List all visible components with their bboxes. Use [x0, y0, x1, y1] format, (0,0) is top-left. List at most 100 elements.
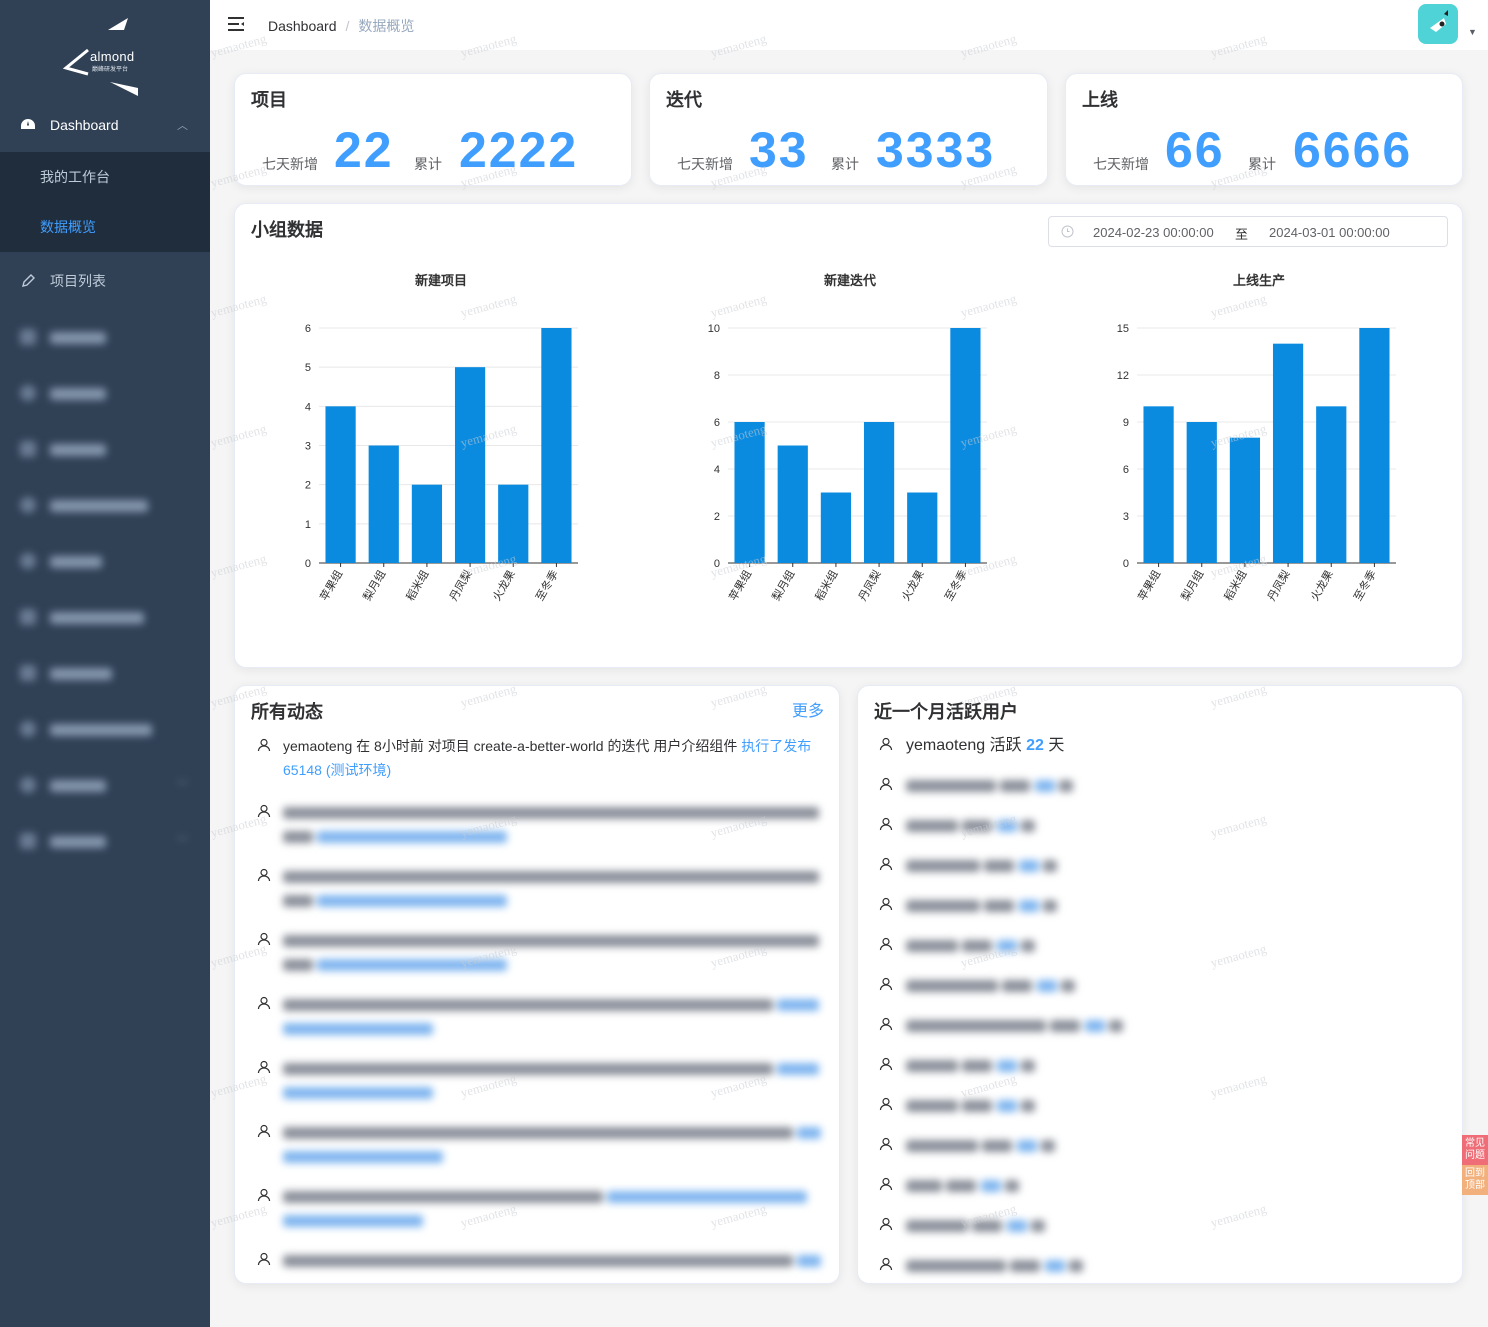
- menu-icon: [20, 497, 36, 513]
- x-tick-label: 苹果组: [726, 568, 755, 604]
- sidebar-item-label: [50, 385, 106, 401]
- bar: [907, 492, 938, 563]
- dashboard-icon: [21, 119, 35, 129]
- sidebar-item-data-overview[interactable]: 数据概览: [0, 202, 210, 252]
- x-tick-label: 稻米组: [812, 568, 841, 604]
- active-user-text: [906, 774, 1074, 798]
- menu-icon: [20, 609, 36, 625]
- active-user-row: [858, 1174, 1462, 1198]
- sidebar-item-hidden[interactable]: [0, 704, 210, 754]
- sidebar-item-hidden[interactable]: ﹀: [0, 760, 210, 810]
- chevron-up-icon: ︿: [177, 120, 188, 132]
- x-tick-label: 梨月组: [1178, 568, 1207, 604]
- user-icon: [257, 804, 271, 818]
- stat-total-label: 累计: [414, 156, 442, 172]
- logo-subtitle: 巅峰研发平台: [92, 67, 129, 73]
- bar: [950, 328, 981, 563]
- sidebar-item-hidden[interactable]: [0, 536, 210, 586]
- stat-new-label: 七天新增: [677, 156, 733, 172]
- stat-title: 迭代: [666, 90, 702, 110]
- user-icon: [879, 1017, 893, 1031]
- y-tick-label: 0: [305, 558, 311, 570]
- activity-item: [235, 1248, 839, 1283]
- date-start[interactable]: 2024-02-23 00:00:00: [1093, 225, 1214, 240]
- sidebar-item-hidden[interactable]: [0, 312, 210, 362]
- chevron-down-icon: ﹀: [177, 780, 188, 792]
- sidebar-item-workbench[interactable]: 我的工作台: [0, 152, 210, 202]
- sidebar-item-hidden[interactable]: [0, 648, 210, 698]
- y-tick-label: 12: [1117, 370, 1129, 382]
- x-tick-label: 稻米组: [403, 568, 432, 604]
- activity-text: [283, 1184, 828, 1232]
- x-tick-label: 梨月组: [360, 568, 389, 604]
- sidebar-item-dashboard[interactable]: Dashboard ︿: [0, 100, 210, 150]
- activity-text: [283, 1120, 828, 1168]
- more-link[interactable]: 更多: [792, 703, 825, 720]
- active-user-row: [858, 894, 1462, 918]
- bar: [863, 422, 895, 563]
- active-user-text: [906, 814, 1036, 838]
- app-logo[interactable]: almond 巅峰研发平台: [62, 14, 148, 100]
- activity-item: [235, 992, 839, 1042]
- date-end[interactable]: 2024-03-01 00:00:00: [1269, 225, 1390, 240]
- x-tick-label: 苹果组: [1135, 568, 1164, 604]
- activity-text: [283, 928, 828, 976]
- bar: [368, 445, 399, 563]
- avatar-image-icon: [1430, 10, 1448, 32]
- active-user-row: [858, 814, 1462, 838]
- sidebar-item-hidden[interactable]: [0, 424, 210, 474]
- sidebar-item-project-list[interactable]: 项目列表: [0, 256, 210, 306]
- sidebar-item-label: [50, 777, 106, 793]
- user-icon: [879, 897, 893, 911]
- hamburger-icon[interactable]: [227, 15, 245, 33]
- y-tick-label: 5: [305, 362, 311, 374]
- back-to-top-button[interactable]: 回到顶部: [1462, 1165, 1488, 1195]
- y-tick-label: 6: [714, 417, 720, 429]
- user-icon: [879, 937, 893, 951]
- y-tick-label: 1: [305, 519, 311, 531]
- activity-item: [235, 1056, 839, 1106]
- bar: [1316, 406, 1347, 563]
- activity-text: [283, 1248, 828, 1272]
- active-user-row: [858, 1014, 1462, 1038]
- sidebar-item-hidden[interactable]: [0, 480, 210, 530]
- sidebar-item-label: [50, 833, 106, 849]
- user-icon: [257, 1252, 271, 1266]
- user-icon: [257, 1124, 271, 1138]
- user-icon: [257, 868, 271, 882]
- date-range-picker[interactable]: 2024-02-23 00:00:00 至 2024-03-01 00:00:0…: [1048, 216, 1448, 247]
- breadcrumb: Dashboard / 数据概览: [268, 16, 414, 36]
- sidebar-item-hidden[interactable]: [0, 368, 210, 418]
- active-user-text: [906, 1134, 1056, 1158]
- activity-link[interactable]: 执行了发布 65148 (测试环境): [283, 738, 812, 778]
- bar: [820, 492, 852, 563]
- x-tick-label: 梨月组: [769, 568, 798, 604]
- active-user-name[interactable]: yemaoteng: [906, 737, 986, 754]
- y-tick-label: 8: [714, 370, 720, 382]
- active-days-unit: 天: [1043, 737, 1065, 754]
- active-user-text: [906, 1174, 1020, 1198]
- sidebar-item-hidden[interactable]: ﹀: [0, 816, 210, 866]
- stat-total-value: 2222: [459, 122, 579, 178]
- bar: [1186, 422, 1217, 563]
- x-tick-label: 至冬季: [532, 568, 561, 604]
- user-icon: [257, 738, 271, 752]
- bar: [325, 406, 356, 563]
- menu-icon: [20, 833, 36, 849]
- breadcrumb-root[interactable]: Dashboard: [268, 18, 337, 34]
- activity-text: [283, 800, 828, 848]
- bar: [541, 328, 572, 563]
- caret-down-icon[interactable]: ▼: [1468, 27, 1477, 37]
- user-avatar[interactable]: [1418, 4, 1458, 44]
- active-user-text: [906, 1254, 1084, 1278]
- y-tick-label: 6: [1123, 464, 1129, 476]
- y-tick-label: 2: [305, 480, 311, 492]
- stat-new-label: 七天新增: [262, 156, 318, 172]
- activity-card: 所有动态 更多 yemaoteng 在 8小时前 对项目 create-a-be…: [234, 685, 840, 1284]
- faq-button[interactable]: 常见问题: [1462, 1135, 1488, 1165]
- stat-new-value: 33: [749, 122, 809, 178]
- active-user-text: [906, 1214, 1046, 1238]
- sidebar-item-label: [50, 665, 112, 681]
- activity-text: yemaoteng 在 8小时前 对项目 create-a-better-wor…: [283, 734, 828, 782]
- sidebar-item-hidden[interactable]: [0, 592, 210, 642]
